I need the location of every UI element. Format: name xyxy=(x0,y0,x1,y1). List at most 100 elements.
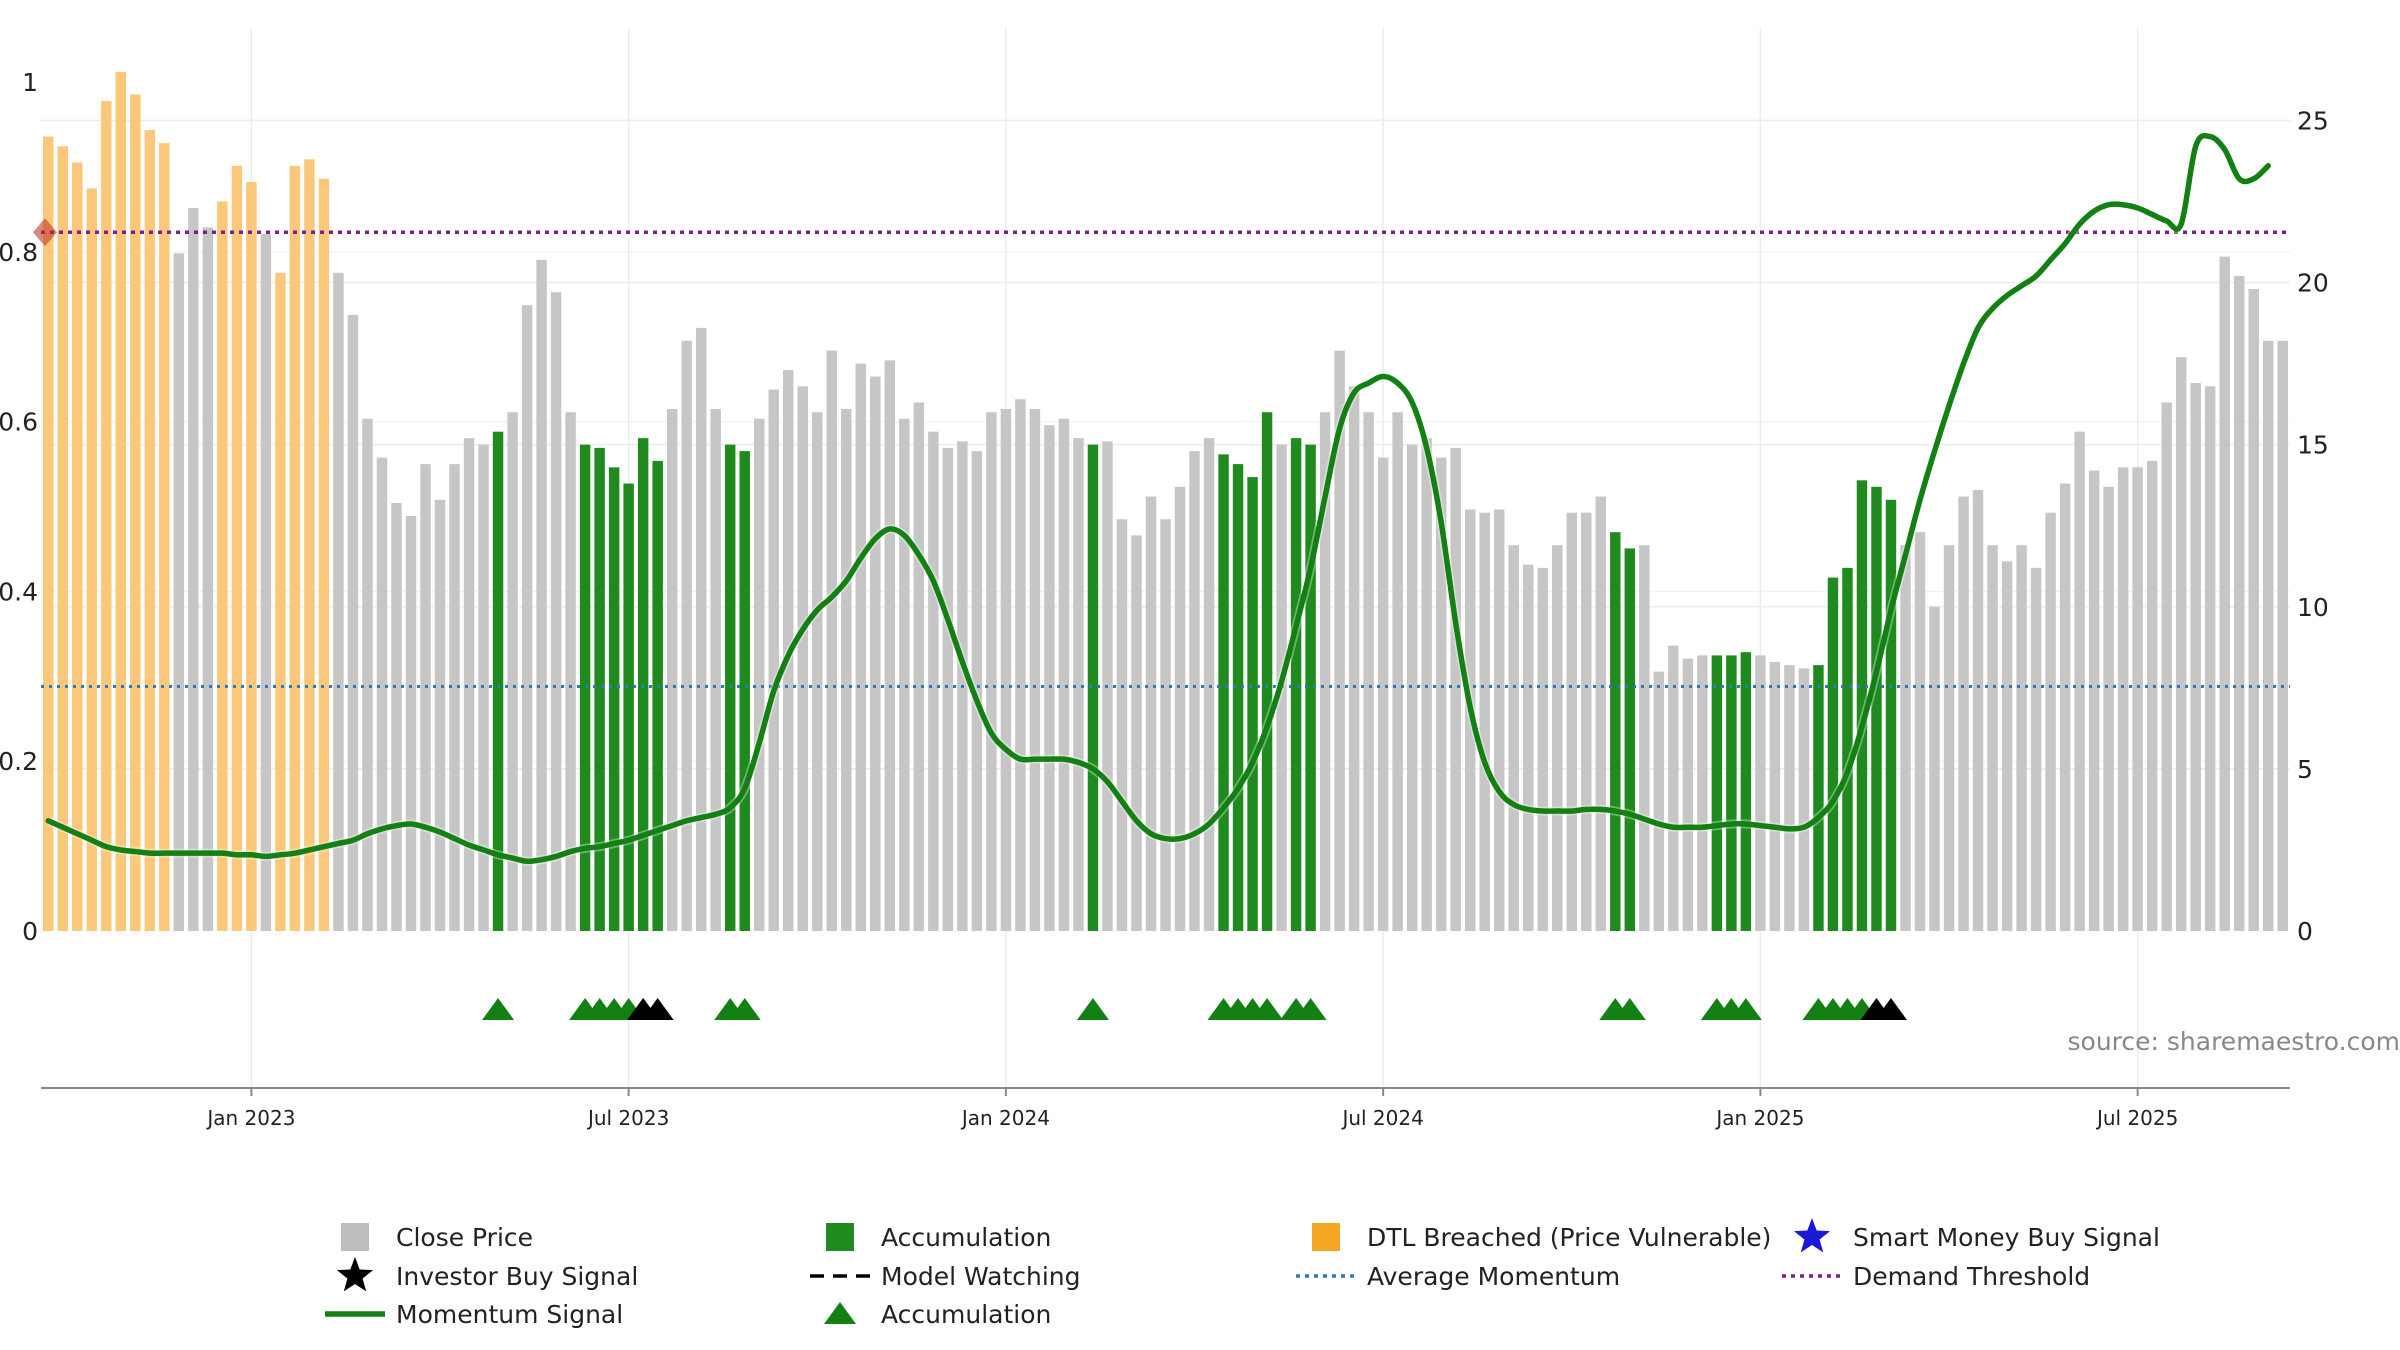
legend-star-icon xyxy=(1793,1218,1831,1253)
accumulation-bar xyxy=(1305,444,1316,931)
close-price-bar xyxy=(2219,256,2230,932)
close-price-bar xyxy=(1958,496,1969,931)
close-price-bar xyxy=(2030,567,2042,931)
close-price-bar xyxy=(1044,425,1055,931)
accumulation-bar xyxy=(1610,532,1621,931)
close-price-bar xyxy=(1058,418,1070,931)
investor-buy-triangle-marker xyxy=(1874,998,1907,1020)
accumulation-bar xyxy=(1261,412,1273,931)
legend-item: Model Watching xyxy=(810,1262,1081,1291)
close-price-bar xyxy=(1566,512,1577,931)
legend-item: Demand Threshold xyxy=(1782,1262,2090,1291)
close-price-bar xyxy=(1450,447,1461,931)
marker-row xyxy=(482,998,1907,1020)
accumulation-bar xyxy=(594,447,605,931)
close-price-bar xyxy=(188,207,199,931)
legend-star-icon xyxy=(336,1257,374,1292)
close-price-bar xyxy=(1769,661,1781,931)
legend-item: Accumulation xyxy=(826,1223,1051,1252)
dtl-breached-bar xyxy=(275,272,286,931)
investor-buy-triangle-marker xyxy=(641,998,674,1020)
left-axis-tick-label: 0.8 xyxy=(0,238,38,267)
close-price-bar xyxy=(2132,467,2143,931)
close-price-bar xyxy=(2204,386,2216,931)
legend-label: Accumulation xyxy=(881,1300,1051,1329)
close-price-bar xyxy=(986,412,997,931)
close-price-bar xyxy=(1914,532,1926,931)
accumulation-triangle-marker xyxy=(1076,998,1109,1020)
close-price-bar xyxy=(681,340,692,932)
close-price-bar xyxy=(2088,470,2100,931)
accumulation-bar xyxy=(739,451,750,931)
dtl-breached-bar xyxy=(86,188,98,931)
accumulation-bar xyxy=(608,467,620,931)
close-price-bar xyxy=(463,438,475,931)
accumulation-triangle-marker xyxy=(1613,998,1646,1020)
left-axis: 0 0.2 0.4 0.6 0.8 1 xyxy=(0,68,38,946)
right-axis-tick-label: 15 xyxy=(2297,431,2329,460)
x-axis-tick-label: Jan 2024 xyxy=(960,1106,1050,1130)
accumulation-bar xyxy=(1711,655,1723,931)
close-price-bar xyxy=(2190,383,2201,931)
close-price-bar xyxy=(1348,386,1360,931)
accumulation-bar xyxy=(1232,464,1244,931)
close-price-bar xyxy=(1697,655,1708,931)
close-price-bar xyxy=(376,457,388,931)
left-axis-tick-label: 1 xyxy=(22,68,38,97)
close-price-bar xyxy=(1798,668,1810,931)
close-price-bar xyxy=(1377,457,1389,931)
dtl-breached-bar xyxy=(318,178,330,931)
close-price-bar xyxy=(1784,665,1795,931)
legend: Close Price Accumulation DTL Breached (Pri… xyxy=(325,1218,2160,1329)
source-annotation: source: sharemaestro.com xyxy=(2068,1027,2400,1056)
close-price-bar xyxy=(1363,412,1374,931)
legend-item: DTL Breached (Price Vulnerable) xyxy=(1312,1223,1771,1252)
accumulation-bar xyxy=(1726,655,1737,931)
close-price-bar xyxy=(405,515,417,931)
dtl-breached-bar xyxy=(231,165,243,931)
close-price-bar xyxy=(2001,561,2013,931)
close-price-bar xyxy=(2146,460,2158,931)
close-price-bar xyxy=(841,408,852,931)
close-price-bar xyxy=(1334,350,1345,931)
legend-label: Demand Threshold xyxy=(1853,1262,2090,1291)
legend-square-icon xyxy=(826,1223,854,1251)
close-price-bar xyxy=(1392,412,1403,931)
accumulation-bar xyxy=(1218,454,1229,931)
dtl-breached-bar xyxy=(43,136,54,931)
close-price-bar xyxy=(1464,509,1476,931)
dtl-breached-bar xyxy=(217,201,228,931)
close-price-bar xyxy=(2045,512,2056,931)
close-price-bar xyxy=(768,389,779,931)
accumulation-bar xyxy=(1813,665,1824,931)
close-price-bar xyxy=(710,408,721,931)
accumulation-triangle-marker xyxy=(728,998,761,1020)
legend-item: Investor Buy Signal xyxy=(336,1257,638,1292)
right-axis-tick-label: 25 xyxy=(2297,106,2329,135)
right-axis-tick-label: 20 xyxy=(2297,269,2329,298)
close-price-bar xyxy=(1900,545,1911,931)
close-price-bar xyxy=(870,376,881,931)
left-axis-tick-label: 0.6 xyxy=(0,408,38,437)
close-price-bar xyxy=(1653,671,1665,931)
close-price-bar xyxy=(928,431,939,931)
close-price-bar xyxy=(1145,496,1157,931)
legend-label: Accumulation xyxy=(881,1223,1051,1252)
close-price-bar xyxy=(536,259,547,931)
close-price-bar xyxy=(550,292,562,931)
close-price-bar xyxy=(1189,451,1200,931)
close-price-bar xyxy=(1972,490,1984,931)
close-price-bar xyxy=(2175,357,2187,931)
close-price-bar xyxy=(971,451,983,931)
legend-label: Average Momentum xyxy=(1367,1262,1620,1291)
dtl-breached-bar xyxy=(101,100,112,932)
x-axis-labels: Jan 2023 Jul 2023 Jan 2024 Jul 2024 Jan 2025… xyxy=(205,1088,2178,1130)
accumulation-triangle-marker xyxy=(1729,998,1762,1020)
close-price-bar xyxy=(855,363,867,931)
accumulation-bar xyxy=(1856,480,1868,931)
close-price-bar xyxy=(1537,567,1548,931)
x-axis-tick-label: Jan 2025 xyxy=(1714,1106,1804,1130)
close-price-bar xyxy=(942,447,954,931)
legend-label: Smart Money Buy Signal xyxy=(1853,1223,2160,1252)
